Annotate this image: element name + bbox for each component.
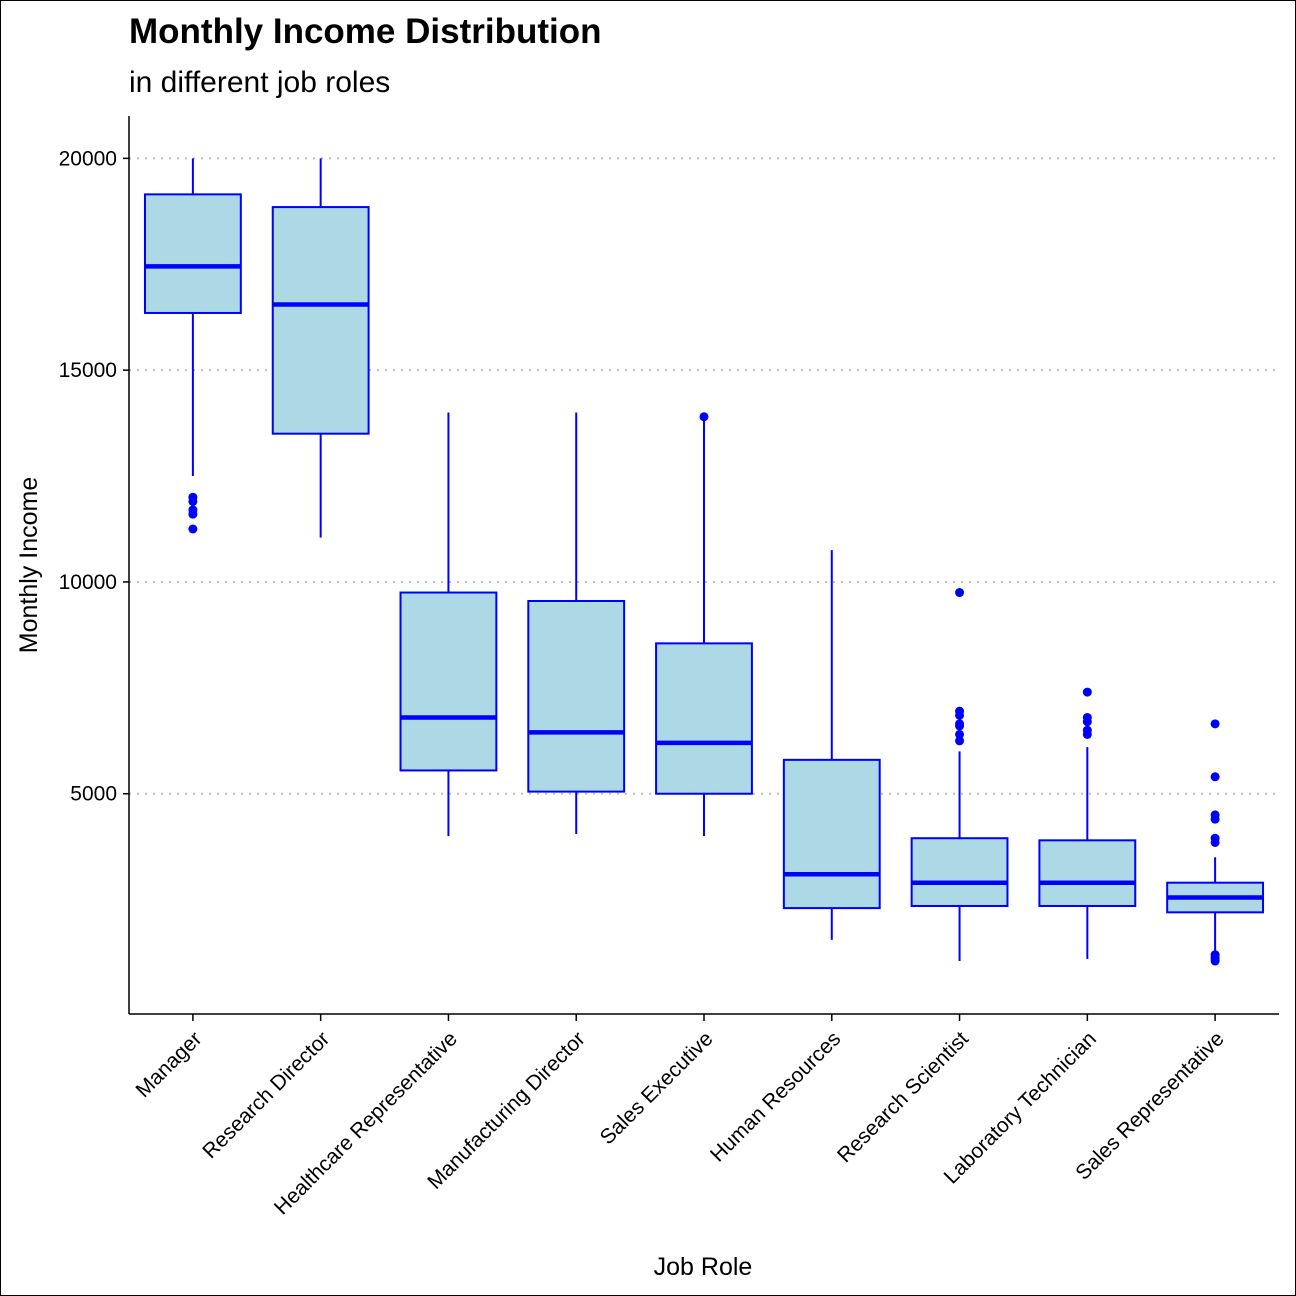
outlier-point: [955, 736, 965, 746]
y-tick-label: 10000: [59, 571, 117, 594]
box-3: [399, 412, 498, 837]
box-2: [271, 158, 370, 538]
outlier-point: [1210, 810, 1220, 820]
x-tick-label: Manager: [132, 1027, 207, 1102]
box-iqr: [1038, 839, 1137, 907]
outlier-point: [1082, 712, 1092, 722]
y-tick-label: 15000: [59, 359, 117, 382]
box-iqr: [143, 193, 242, 314]
box-9: [1166, 719, 1265, 966]
x-axis-title: Job Role: [654, 1253, 753, 1281]
chart-subtitle: in different job roles: [129, 66, 390, 99]
box-1: [143, 158, 242, 534]
box-iqr: [271, 206, 370, 435]
box-iqr: [399, 591, 498, 772]
chart-title: Monthly Income Distribution: [129, 12, 601, 51]
outlier-point: [1082, 687, 1092, 697]
box-iqr: [782, 758, 881, 910]
y-tick-label: 20000: [59, 147, 117, 170]
outlier-point: [699, 412, 709, 422]
x-tick-label: Research Scientist: [833, 1027, 973, 1167]
box-7: [910, 588, 1009, 962]
box-8: [1038, 687, 1137, 959]
y-axis-ticks: 5000 10000 15000 20000: [59, 147, 129, 806]
outlier-point: [955, 719, 965, 729]
x-tick-label: Sales Representative: [1071, 1027, 1228, 1184]
outlier-point: [1210, 772, 1220, 782]
x-tick-label: Human Resources: [706, 1027, 845, 1166]
outlier-point: [1210, 833, 1220, 843]
y-axis-title: Monthly Income: [15, 477, 43, 653]
outlier-point: [955, 706, 965, 716]
x-tick-label: Research Director: [198, 1027, 334, 1163]
x-tick-label: Sales Executive: [596, 1027, 718, 1149]
box-5: [655, 412, 753, 837]
boxes: [143, 158, 1265, 966]
y-tick-label: 5000: [70, 783, 117, 806]
box-iqr: [655, 642, 753, 795]
outlier-point: [188, 524, 198, 534]
box-iqr: [527, 600, 626, 793]
outlier-point: [955, 588, 965, 598]
outlier-point: [955, 729, 965, 739]
outlier-point: [1210, 950, 1220, 960]
outlier-point: [1210, 719, 1220, 729]
box-4: [527, 412, 626, 834]
outlier-point: [1082, 725, 1092, 735]
outlier-point: [188, 505, 198, 515]
outlier-point: [188, 492, 198, 502]
box-iqr: [910, 837, 1009, 907]
box-6: [782, 550, 881, 940]
